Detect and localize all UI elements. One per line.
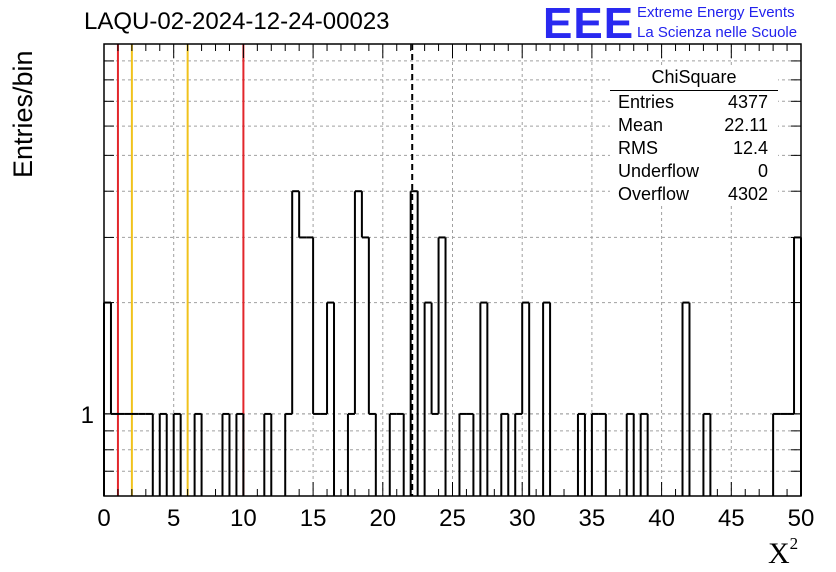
stats-value: 4377: [727, 92, 768, 112]
stats-row-entries: Entries 4377: [610, 91, 778, 114]
eee-logo-text: Extreme Energy Events La Scienza nelle S…: [637, 3, 797, 43]
chart-title: LAQU-02-2024-12-24-00023: [84, 8, 390, 35]
x-tick-label: 10: [230, 505, 257, 532]
stats-box-title: ChiSquare: [610, 66, 778, 91]
x-tick-label: 0: [97, 505, 110, 532]
axes: 0 5 10 15 20 25 30 35 40 45 50 1: [81, 43, 815, 532]
stats-label: Overflow: [618, 184, 690, 204]
stats-value: 22.11: [724, 115, 768, 135]
x-tick-label: 35: [579, 505, 606, 532]
x-tick-label: 30: [509, 505, 536, 532]
stats-row-overflow: Overflow 4302: [610, 183, 778, 206]
x-tick-label: 25: [439, 505, 466, 532]
stats-label: Entries: [618, 92, 675, 112]
x-tick-label: 40: [648, 505, 675, 532]
stats-row-underflow: Underflow 0: [610, 160, 778, 183]
y-tick-label: 1: [81, 402, 94, 429]
x-axis-label-base: X: [768, 537, 790, 570]
x-tick-label: 45: [718, 505, 745, 532]
stats-box: ChiSquare Entries 4377 Mean 22.11 RMS 12…: [610, 66, 778, 206]
stats-row-rms: RMS 12.4: [610, 137, 778, 160]
logo-line-2: La Scienza nelle Scuole: [637, 24, 798, 41]
x-tick-label: 15: [300, 505, 327, 532]
stats-row-mean: Mean 22.11: [610, 114, 778, 137]
x-tick-label: 5: [167, 505, 180, 532]
stats-value: 12.4: [732, 138, 768, 158]
x-axis-label-superscript: 2: [789, 534, 799, 553]
eee-logo-mark: EEE: [543, 0, 635, 48]
stats-value: 4302: [727, 184, 768, 204]
logo-line-1: Extreme Energy Events: [637, 4, 795, 21]
stats-label: RMS: [618, 138, 658, 158]
y-axis-label: Entries/bin: [8, 50, 38, 178]
x-tick-label: 50: [788, 505, 815, 532]
x-tick-label: 20: [369, 505, 396, 532]
stats-label: Mean: [618, 115, 664, 135]
stats-value: 0: [757, 161, 768, 181]
x-axis-label: X2: [768, 534, 798, 571]
stats-label: Underflow: [618, 161, 700, 181]
